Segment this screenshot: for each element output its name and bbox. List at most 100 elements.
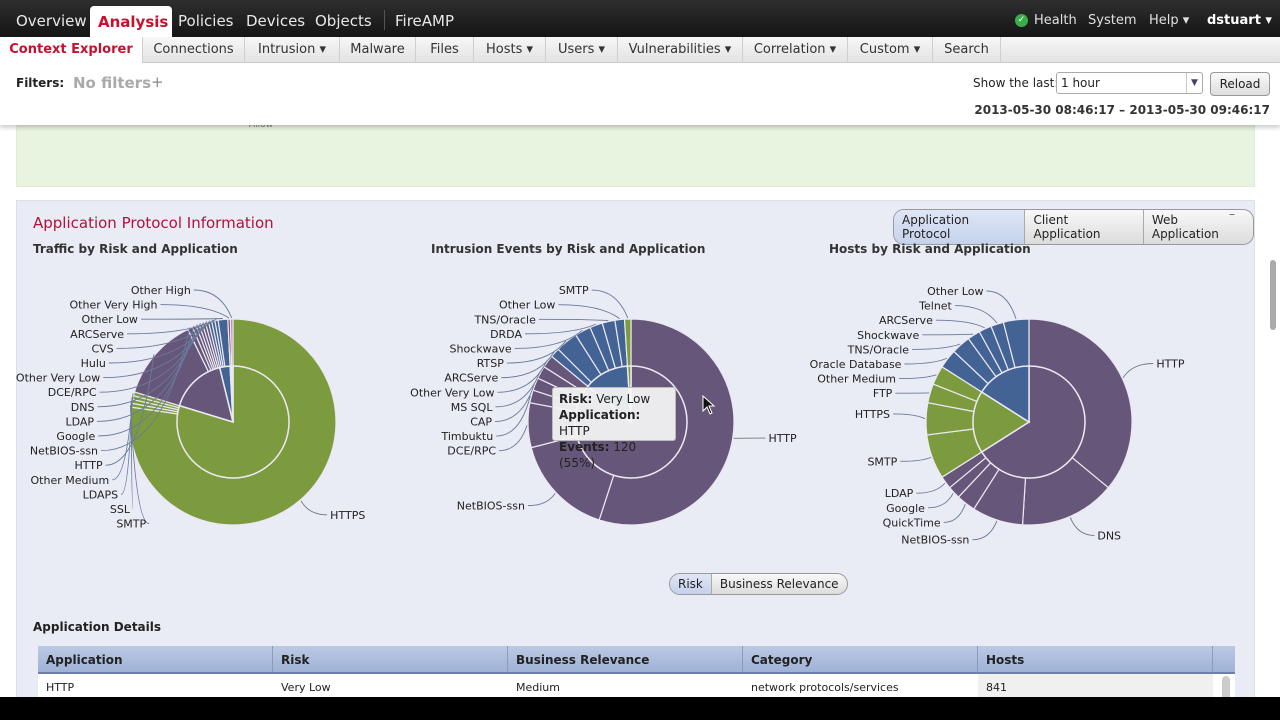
leader-line	[954, 305, 998, 324]
tab-client-application[interactable]: Client Application	[1025, 210, 1144, 244]
chart-title-hosts: Hosts by Risk and Application	[829, 242, 1031, 256]
leader-line	[916, 482, 946, 494]
subnav-search[interactable]: Search	[933, 37, 1001, 63]
leader-line	[495, 371, 541, 408]
subnav-connections[interactable]: Connections	[143, 37, 245, 63]
risk-slice-high[interactable]	[230, 365, 234, 423]
label-ftp: FTP	[873, 387, 893, 400]
label-netbios-ssn: NetBIOS-ssn	[901, 534, 969, 547]
label-tns-oracle: TNS/Oracle	[847, 343, 910, 356]
leader-line	[129, 404, 150, 525]
page-scrollbar[interactable]	[1270, 260, 1276, 330]
subnav-hosts[interactable]: Hosts ▾	[474, 37, 546, 63]
tab-risk[interactable]: Risk	[670, 574, 712, 594]
label-quicktime: QuickTime	[883, 516, 941, 529]
leader-line	[160, 304, 230, 319]
cell-business-relevance: Medium	[516, 681, 560, 694]
leader-line	[922, 333, 974, 336]
tab-business-relevance[interactable]: Business Relevance	[719, 577, 839, 591]
leader-line	[527, 492, 556, 507]
subnav-malware[interactable]: Malware	[340, 37, 416, 63]
add-filter-button[interactable]: +	[151, 73, 164, 91]
bottom-bar	[0, 697, 1280, 720]
column-header-application[interactable]: Application	[38, 646, 273, 672]
nav-fireamp[interactable]: FireAMP	[395, 12, 455, 30]
tooltip-risk: Very Low	[596, 392, 651, 406]
leader-line	[538, 318, 609, 321]
cell-hosts: 841	[978, 674, 1213, 699]
label-ssl: SSL	[110, 503, 131, 516]
table-scrollbar[interactable]	[1222, 676, 1230, 706]
label-smtp: SMTP	[116, 518, 146, 531]
user-menu[interactable]: dstuart ▾	[1207, 13, 1272, 28]
label-ldaps: LDAPS	[83, 488, 119, 501]
label-cvs: CVS	[91, 342, 113, 355]
nav-system[interactable]: System	[1088, 13, 1137, 28]
time-range-value: 1 hour	[1061, 76, 1100, 90]
leader-line	[98, 325, 195, 437]
grouping-tabs: Risk Business Relevance	[669, 573, 848, 595]
label-ldap: LDAP	[65, 415, 94, 428]
risk-slice-very-low[interactable]	[178, 366, 235, 424]
label-other-very-low: Other Very Low	[16, 372, 100, 385]
filters-label: Filters:	[16, 76, 65, 90]
label-shockwave: Shockwave	[857, 329, 919, 342]
table-row[interactable]: HTTP Very Low Medium network protocols/s…	[38, 674, 1235, 699]
label-arcserve: ARCServe	[70, 328, 124, 341]
subnav-users[interactable]: Users ▾	[546, 37, 618, 63]
panel-title: Application Protocol Information	[33, 214, 274, 232]
label-drda: DRDA	[490, 328, 522, 341]
sub-nav: Context Explorer Connections Intrusion ▾…	[0, 37, 1280, 63]
subnav-context-explorer[interactable]: Context Explorer	[0, 37, 143, 63]
tab-application-protocol[interactable]: Application Protocol	[894, 210, 1026, 244]
subnav-files[interactable]: Files	[416, 37, 474, 63]
nav-overview[interactable]: Overview	[16, 12, 87, 30]
reload-button[interactable]: Reload	[1210, 72, 1270, 96]
leader-line	[108, 320, 211, 364]
nav-objects[interactable]: Objects	[315, 12, 372, 30]
nav-devices[interactable]: Devices	[246, 12, 306, 30]
label-google: Google	[886, 502, 925, 515]
leader-line	[103, 321, 208, 379]
subnav-intrusion[interactable]: Intrusion ▾	[245, 37, 340, 63]
leader-line	[497, 360, 548, 393]
label-arcserve: ARCServe	[444, 372, 498, 385]
tab-web-application[interactable]: Web Application	[1151, 213, 1219, 241]
column-header-risk[interactable]: Risk	[273, 646, 508, 672]
label-rtsp: RTSP	[477, 357, 505, 370]
label-other-low: Other Low	[82, 313, 138, 326]
collapse-button[interactable]: –	[1229, 207, 1235, 221]
subnav-correlation[interactable]: Correlation ▾	[743, 37, 848, 63]
label-telnet: Telnet	[918, 300, 952, 313]
column-header-business-relevance[interactable]: Business Relevance	[508, 646, 743, 672]
partial-label: Allow	[249, 120, 274, 130]
filters-value[interactable]: No filters	[73, 74, 152, 92]
leader-line	[986, 290, 1017, 319]
label-https: HTTPS	[855, 408, 890, 421]
chart-title-intrusion: Intrusion Events by Risk and Application	[431, 242, 706, 256]
nav-help[interactable]: Help ▾	[1149, 13, 1190, 28]
risk-slice-medium[interactable]	[972, 390, 1031, 454]
column-header-hosts[interactable]: Hosts	[978, 646, 1213, 672]
label-arcserve: ARCServe	[879, 314, 933, 327]
label-dns: DNS	[71, 401, 95, 414]
label-timbuktu: Timbuktu	[440, 430, 493, 443]
label-http: HTTP	[75, 459, 104, 472]
label-smtp: SMTP	[559, 284, 589, 297]
show-last-label: Show the last:	[973, 76, 1059, 90]
health-check-icon: ✓	[1015, 14, 1028, 27]
subnav-vulnerabilities[interactable]: Vulnerabilities ▾	[618, 37, 743, 63]
time-range-select[interactable]: 1 hour ▼	[1056, 72, 1203, 94]
risk-slice-low[interactable]	[980, 365, 1030, 424]
filter-bar: Filters: No filters + Show the last: 1 h…	[0, 63, 1280, 125]
leader-line	[501, 351, 555, 379]
column-header-category[interactable]: Category	[743, 646, 978, 672]
nav-health[interactable]: Health	[1034, 13, 1077, 28]
tooltip-events: 120 (55%)	[559, 440, 637, 470]
risk-slice-very-low[interactable]	[980, 365, 1086, 479]
nav-analysis[interactable]: Analysis	[90, 6, 172, 37]
nav-policies[interactable]: Policies	[178, 12, 234, 30]
label-netbios-ssn: NetBIOS-ssn	[457, 500, 525, 513]
leader-line	[97, 324, 198, 422]
subnav-custom[interactable]: Custom ▾	[848, 37, 933, 63]
